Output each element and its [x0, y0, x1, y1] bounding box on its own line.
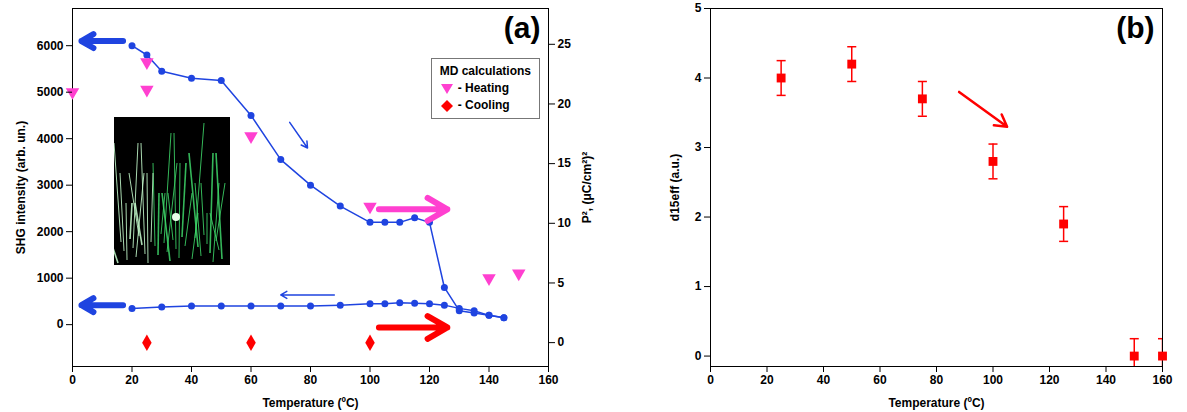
svg-text:100: 100	[360, 373, 380, 387]
svg-text:20: 20	[558, 97, 572, 111]
svg-text:120: 120	[1039, 373, 1059, 387]
svg-text:5000: 5000	[37, 85, 64, 99]
svg-text:40: 40	[817, 373, 831, 387]
svg-text:SHG intensity (arb. un.): SHG intensity (arb. un.)	[14, 121, 28, 254]
svg-text:Temperature (ºC): Temperature (ºC)	[888, 396, 984, 410]
svg-text:1000: 1000	[37, 271, 64, 285]
svg-text:140: 140	[479, 373, 499, 387]
svg-text:80: 80	[930, 373, 944, 387]
svg-text:4: 4	[695, 71, 702, 85]
svg-text:d15eff (a.u.): d15eff (a.u.)	[668, 154, 682, 221]
svg-text:P², (μC/cm²)²: P², (μC/cm²)²	[580, 152, 594, 223]
html-text:- Cooling: - Cooling	[457, 98, 510, 112]
svg-text:100: 100	[983, 373, 1003, 387]
svg-text:160: 160	[538, 373, 558, 387]
svg-text:0: 0	[695, 349, 702, 363]
svg-text:140: 140	[1096, 373, 1116, 387]
svg-text:25: 25	[558, 37, 572, 51]
svg-text:0: 0	[707, 373, 714, 387]
svg-text:1: 1	[695, 279, 702, 293]
svg-text:80: 80	[304, 373, 318, 387]
svg-text:20: 20	[125, 373, 139, 387]
svg-text:2000: 2000	[37, 225, 64, 239]
svg-text:10: 10	[558, 216, 572, 230]
svg-text:0: 0	[69, 373, 76, 387]
svg-text:3000: 3000	[37, 178, 64, 192]
svg-text:Temperature (ºC): Temperature (ºC)	[262, 396, 358, 410]
html-text:MD calculations: MD calculations	[439, 64, 531, 78]
svg-text:0: 0	[57, 317, 64, 331]
svg-text:40: 40	[185, 373, 199, 387]
svg-text:5: 5	[558, 276, 565, 290]
svg-text:15: 15	[558, 156, 572, 170]
svg-text:160: 160	[1152, 373, 1172, 387]
svg-text:60: 60	[244, 373, 258, 387]
html-text:- Heating: - Heating	[457, 81, 509, 95]
svg-text:120: 120	[419, 373, 439, 387]
svg-text:20: 20	[760, 373, 774, 387]
svg-text:3: 3	[695, 140, 702, 154]
svg-text:6000: 6000	[37, 39, 64, 53]
svg-text:2: 2	[695, 210, 702, 224]
svg-text:(b): (b)	[1116, 11, 1154, 44]
svg-text:(a): (a)	[504, 11, 541, 44]
svg-text:4000: 4000	[37, 132, 64, 146]
svg-text:5: 5	[695, 1, 702, 15]
svg-text:60: 60	[873, 373, 887, 387]
svg-text:0: 0	[558, 335, 565, 349]
